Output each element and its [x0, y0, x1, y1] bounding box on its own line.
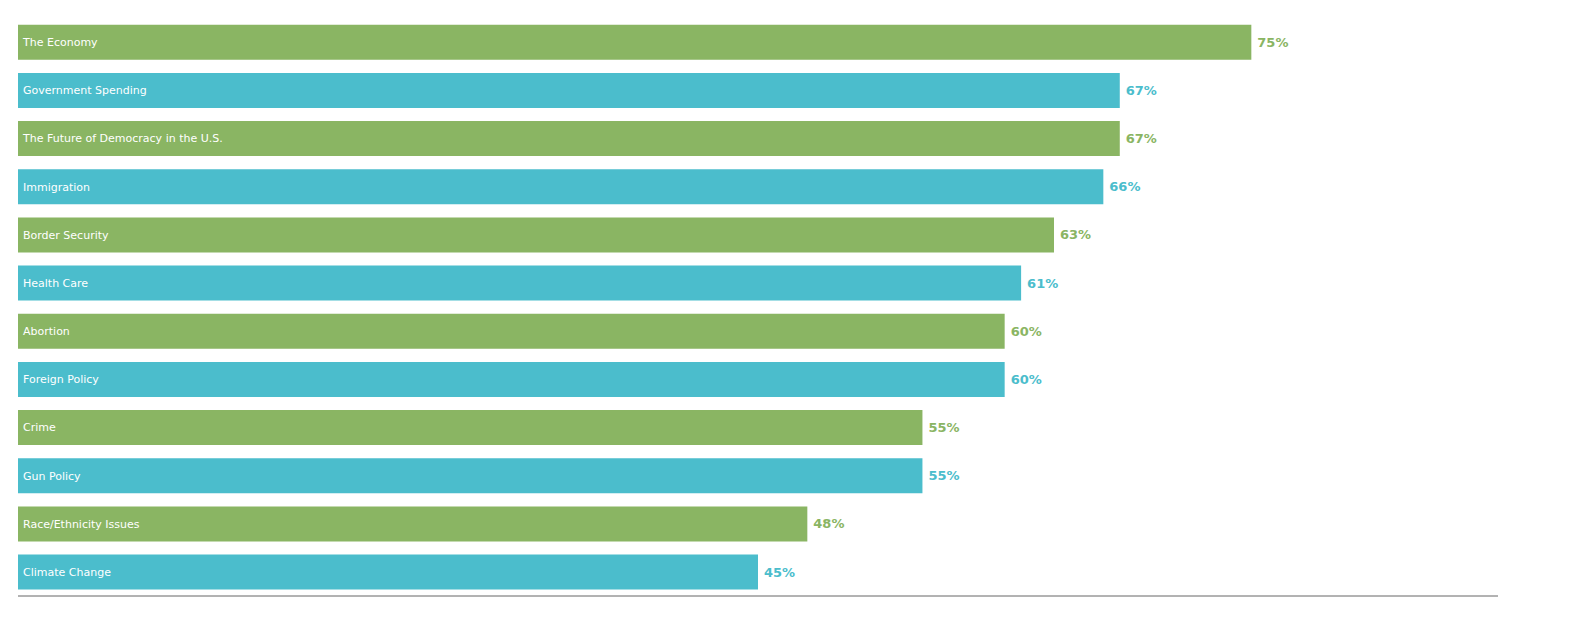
- svg-text:63%: 63%: [1060, 227, 1091, 242]
- svg-text:60%: 60%: [1011, 324, 1042, 339]
- svg-text:The Future of Democracy in the: The Future of Democracy in the U.S.: [22, 132, 223, 145]
- svg-text:Crime: Crime: [23, 421, 56, 434]
- svg-text:The Economy: The Economy: [22, 36, 98, 49]
- svg-text:66%: 66%: [1109, 179, 1140, 194]
- svg-text:55%: 55%: [928, 420, 959, 435]
- svg-text:Abortion: Abortion: [23, 325, 70, 338]
- svg-text:Health Care: Health Care: [23, 277, 88, 290]
- svg-text:Border Security: Border Security: [23, 229, 109, 242]
- svg-text:Gun Policy: Gun Policy: [23, 470, 81, 483]
- svg-text:48%: 48%: [813, 516, 844, 531]
- svg-text:61%: 61%: [1027, 276, 1058, 291]
- svg-text:Government Spending: Government Spending: [23, 84, 147, 97]
- svg-text:Race/Ethnicity Issues: Race/Ethnicity Issues: [23, 518, 140, 531]
- svg-text:67%: 67%: [1126, 83, 1157, 98]
- svg-text:75%: 75%: [1257, 35, 1288, 50]
- svg-text:67%: 67%: [1126, 131, 1157, 146]
- svg-text:45%: 45%: [764, 565, 795, 580]
- svg-text:60%: 60%: [1011, 372, 1042, 387]
- svg-text:Immigration: Immigration: [23, 181, 90, 194]
- svg-text:Climate Change: Climate Change: [23, 566, 111, 579]
- svg-text:55%: 55%: [928, 468, 959, 483]
- svg-text:Foreign Policy: Foreign Policy: [23, 373, 99, 386]
